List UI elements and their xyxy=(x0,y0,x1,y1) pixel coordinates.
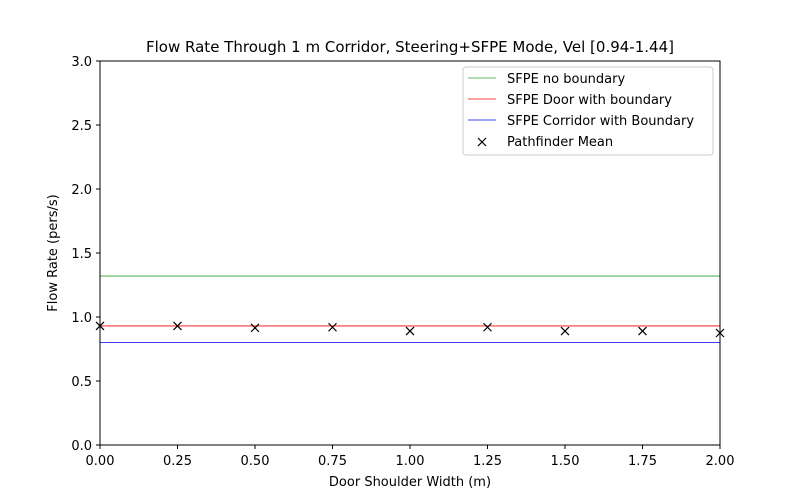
chart-title: Flow Rate Through 1 m Corridor, Steering… xyxy=(146,38,674,56)
y-tick-label: 3.0 xyxy=(71,55,92,70)
x-axis-label: Door Shoulder Width (m) xyxy=(329,475,491,490)
marker-stroke xyxy=(173,321,182,331)
plot-area xyxy=(95,275,725,344)
marker-stroke xyxy=(328,322,337,332)
data-point xyxy=(250,323,260,333)
marker-stroke xyxy=(477,137,487,147)
marker-stroke xyxy=(483,322,492,332)
data-point xyxy=(560,326,570,336)
x-tick-label: 0.25 xyxy=(163,454,192,469)
x-tick-label: 1.50 xyxy=(551,454,580,469)
x-tick-label: 1.75 xyxy=(628,454,657,469)
x-tick-label: 1.00 xyxy=(396,454,425,469)
y-tick-label: 2.0 xyxy=(71,183,92,198)
data-point xyxy=(328,322,337,332)
x-tick-label: 0.00 xyxy=(86,454,115,469)
x-axis: 0.00 0.25 0.50 0.75 1.00 1.25 1.50 1.75 2.00 xyxy=(86,445,735,469)
x-tick-label: 0.50 xyxy=(241,454,270,469)
y-tick-label: 2.5 xyxy=(71,119,92,134)
data-point xyxy=(173,321,182,331)
data-point xyxy=(405,326,415,336)
y-tick-label: 0.0 xyxy=(71,439,92,454)
marker-stroke xyxy=(405,326,415,336)
y-tick-label: 1.5 xyxy=(71,247,92,262)
legend-label: SFPE Door with boundary xyxy=(507,93,672,108)
legend-label: SFPE Corridor with Boundary xyxy=(507,114,694,129)
data-point xyxy=(483,322,492,332)
legend-label: SFPE no boundary xyxy=(507,72,625,87)
x-tick-label: 1.25 xyxy=(473,454,502,469)
data-point xyxy=(638,326,647,336)
marker-stroke xyxy=(560,326,570,336)
y-tick-label: 0.5 xyxy=(71,375,92,390)
x-tick-label: 0.75 xyxy=(318,454,347,469)
legend: SFPE no boundary SFPE Door with boundary S… xyxy=(462,66,714,156)
y-axis: 0.0 0.5 1.0 1.5 2.0 2.5 3.0 xyxy=(71,55,100,454)
legend-frame xyxy=(462,66,714,156)
legend-marker xyxy=(477,137,487,147)
marker-stroke xyxy=(638,326,647,336)
marker-stroke xyxy=(250,323,260,333)
y-axis-label: Flow Rate (pers/s) xyxy=(46,194,61,311)
y-tick-label: 1.0 xyxy=(71,311,92,326)
x-tick-label: 2.00 xyxy=(706,454,735,469)
legend-label: Pathfinder Mean xyxy=(507,135,613,150)
